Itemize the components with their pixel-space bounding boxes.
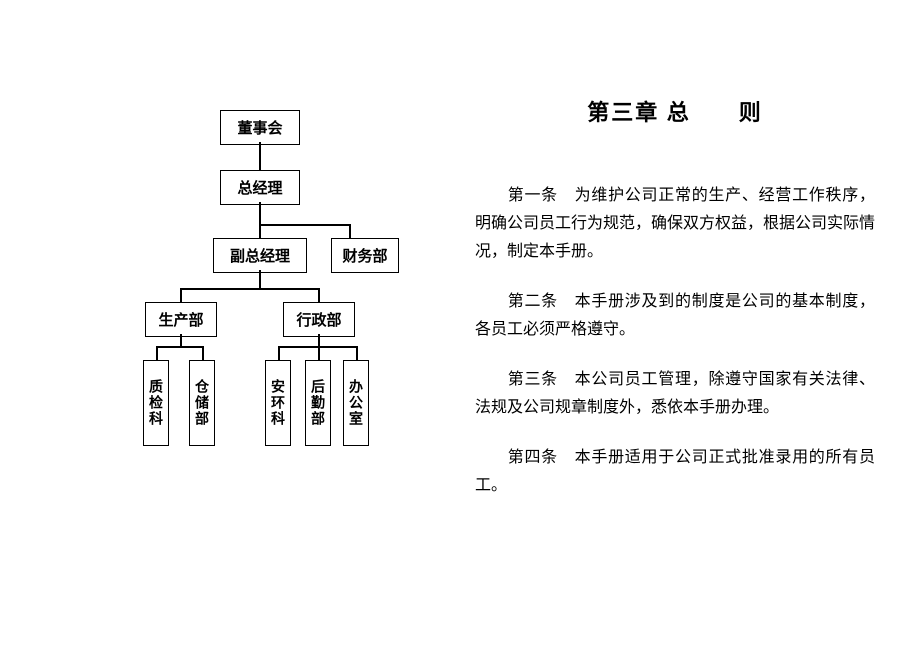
article-1-head: 第一条	[507, 187, 558, 204]
org-deputy-gm: 副总经理	[213, 238, 307, 273]
article-2: 第二条 本手册涉及到的制度是公司的基本制度，各员工必须严格遵守。	[475, 288, 875, 344]
text-column: 第三章 总 则 第一条 为维护公司正常的生产、经营工作秩序，明确公司员工行为规范…	[475, 95, 875, 522]
article-4: 第四条 本手册适用于公司正式批准录用的所有员工。	[475, 444, 875, 500]
org-safety-env: 安环科	[265, 360, 291, 446]
org-chart: 董事会 总经理 副总经理 财务部 生产部 行政部 质检科 仓储部 安环科 后勤部…	[135, 110, 445, 500]
article-1: 第一条 为维护公司正常的生产、经营工作秩序，明确公司员工行为规范，确保双方权益，…	[475, 182, 875, 266]
org-office: 办公室	[343, 360, 369, 446]
org-warehouse: 仓储部	[189, 360, 215, 446]
chapter-title: 第三章 总 则	[475, 95, 875, 127]
org-production: 生产部	[145, 302, 217, 337]
org-logistics: 后勤部	[305, 360, 331, 446]
org-quality: 质检科	[143, 360, 169, 446]
org-admin: 行政部	[283, 302, 355, 337]
org-finance: 财务部	[331, 238, 399, 273]
article-3-head: 第三条	[507, 371, 558, 388]
org-board: 董事会	[220, 110, 300, 145]
article-3: 第三条 本公司员工管理，除遵守国家有关法律、法规及公司规章制度外，悉依本手册办理…	[475, 366, 875, 422]
article-2-head: 第二条	[507, 293, 558, 310]
org-gm: 总经理	[220, 170, 300, 205]
article-4-head: 第四条	[507, 449, 558, 466]
